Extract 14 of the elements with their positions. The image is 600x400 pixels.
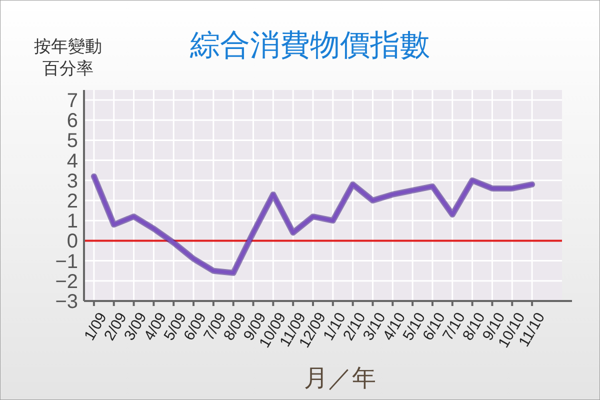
y-tick-label: 4	[66, 150, 78, 172]
y-tick-label: 1	[66, 210, 78, 233]
y-tick-label: −1	[55, 250, 78, 273]
y-tick-label: 2	[66, 190, 78, 212]
y-tick-label: −2	[55, 270, 78, 293]
y-tick-label: 5	[66, 130, 78, 152]
y-axis-title: 按年變動百分率	[34, 37, 102, 79]
chart-title: 綜合消費物價指數	[189, 28, 430, 63]
y-tick-label: 6	[66, 110, 78, 132]
y-tick-label: −3	[55, 291, 78, 313]
y-tick-label: 0	[66, 230, 78, 253]
y-tick-label: 3	[66, 170, 78, 192]
x-axis-title: 月／年	[304, 364, 376, 392]
y-tick-label: 7	[66, 90, 78, 112]
